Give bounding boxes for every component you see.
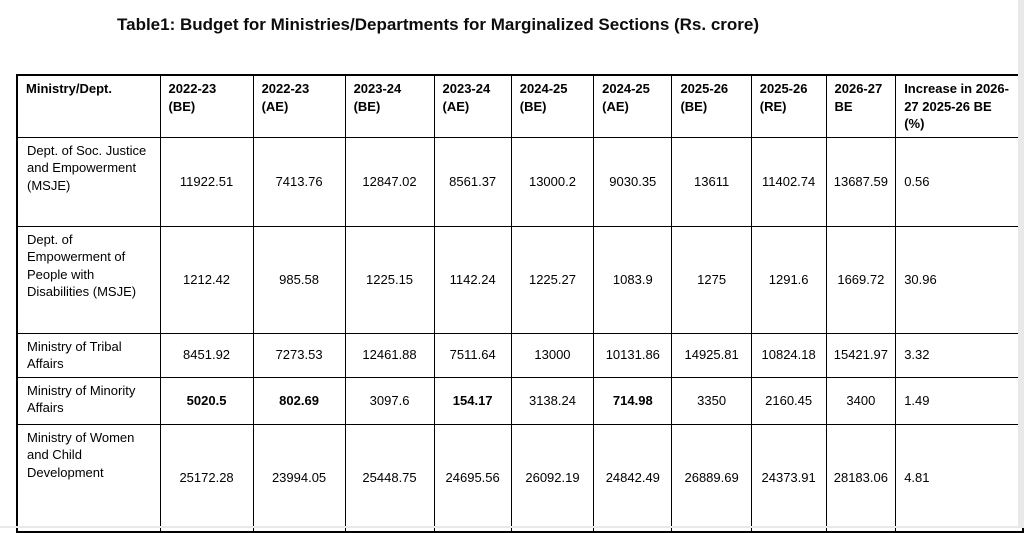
value-cell: 10824.18 [750, 332, 827, 378]
table-row: Ministry of Women and Child Development 2… [16, 423, 1024, 533]
value-cell: 5020.5 [159, 376, 254, 425]
value-cell: 24842.49 [593, 423, 673, 533]
column-header: Increase in 2026-27 2025-26 BE (%) [895, 74, 1024, 138]
ministry-cell: Dept. of Soc. Justice and Empowerment (M… [16, 136, 161, 227]
ministry-cell: Dept. of Empowerment of People with Disa… [16, 225, 161, 334]
value-cell: 25448.75 [344, 423, 435, 533]
table-row: Dept. of Soc. Justice and Empowerment (M… [16, 136, 1024, 227]
table-row: Dept. of Empowerment of People with Disa… [16, 225, 1024, 334]
value-cell: 7511.64 [433, 332, 512, 378]
value-cell: 3.32 [895, 332, 1024, 378]
value-cell: 2160.45 [750, 376, 827, 425]
value-cell: 9030.35 [593, 136, 673, 227]
page-edge-bottom [0, 526, 1024, 528]
value-cell: 3097.6 [344, 376, 435, 425]
value-cell: 23994.05 [252, 423, 346, 533]
value-cell: 1225.15 [344, 225, 435, 334]
column-header: 2025-26 (BE) [671, 74, 752, 138]
ministry-cell: Ministry of Tribal Affairs [16, 332, 161, 378]
value-cell: 30.96 [895, 225, 1024, 334]
column-header: 2026-27 BE [825, 74, 897, 138]
value-cell: 1212.42 [159, 225, 254, 334]
header-row: Ministry/Dept. 2022-23 (BE) 2022-23 (AE) 20… [16, 74, 1024, 138]
value-cell: 13687.59 [825, 136, 897, 227]
column-header: 2025-26 (RE) [750, 74, 827, 138]
column-header: 2022-23 (BE) [159, 74, 254, 138]
value-cell: 13000 [510, 332, 595, 378]
value-cell: 1083.9 [593, 225, 673, 334]
column-header: 2023-24 (BE) [344, 74, 435, 138]
value-cell: 11402.74 [750, 136, 827, 227]
value-cell: 25172.28 [159, 423, 254, 533]
value-cell: 1669.72 [825, 225, 897, 334]
table-header: Ministry/Dept. 2022-23 (BE) 2022-23 (AE) 20… [16, 74, 1024, 138]
value-cell: 26889.69 [671, 423, 752, 533]
page-title: Table1: Budget for Ministries/Department… [117, 15, 760, 34]
value-cell: 11922.51 [159, 136, 254, 227]
value-cell: 10131.86 [593, 332, 673, 378]
value-cell: 13000.2 [510, 136, 595, 227]
value-cell: 154.17 [433, 376, 512, 425]
value-cell: 0.56 [895, 136, 1024, 227]
column-header: 2022-23 (AE) [252, 74, 346, 138]
value-cell: 24695.56 [433, 423, 512, 533]
ministry-cell: Ministry of Minority Affairs [16, 376, 161, 425]
value-cell: 714.98 [593, 376, 673, 425]
value-cell: 1.49 [895, 376, 1024, 425]
table-row: Ministry of Minority Affairs 5020.5 802.69… [16, 376, 1024, 425]
column-header: 2023-24 (AE) [433, 74, 512, 138]
value-cell: 1225.27 [510, 225, 595, 334]
value-cell: 15421.97 [825, 332, 897, 378]
column-header: 2024-25 (AE) [593, 74, 673, 138]
value-cell: 26092.19 [510, 423, 595, 533]
value-cell: 12461.88 [344, 332, 435, 378]
value-cell: 28183.06 [825, 423, 897, 533]
value-cell: 8451.92 [159, 332, 254, 378]
value-cell: 12847.02 [344, 136, 435, 227]
value-cell: 8561.37 [433, 136, 512, 227]
value-cell: 13611 [671, 136, 752, 227]
value-cell: 7273.53 [252, 332, 346, 378]
value-cell: 3350 [671, 376, 752, 425]
value-cell: 7413.76 [252, 136, 346, 227]
ministry-cell: Ministry of Women and Child Development [16, 423, 161, 533]
value-cell: 1142.24 [433, 225, 512, 334]
column-header: Ministry/Dept. [16, 74, 161, 138]
value-cell: 802.69 [252, 376, 346, 425]
value-cell: 1291.6 [750, 225, 827, 334]
value-cell: 24373.91 [750, 423, 827, 533]
value-cell: 3400 [825, 376, 897, 425]
table-body: Dept. of Soc. Justice and Empowerment (M… [16, 136, 1024, 533]
value-cell: 4.81 [895, 423, 1024, 533]
column-header: 2024-25 (BE) [510, 74, 595, 138]
table-row: Ministry of Tribal Affairs 8451.92 7273.53… [16, 332, 1024, 378]
value-cell: 1275 [671, 225, 752, 334]
value-cell: 985.58 [252, 225, 346, 334]
value-cell: 3138.24 [510, 376, 595, 425]
budget-table: Ministry/Dept. 2022-23 (BE) 2022-23 (AE) 20… [16, 74, 1024, 533]
value-cell: 14925.81 [671, 332, 752, 378]
page-edge-right [1018, 0, 1024, 528]
